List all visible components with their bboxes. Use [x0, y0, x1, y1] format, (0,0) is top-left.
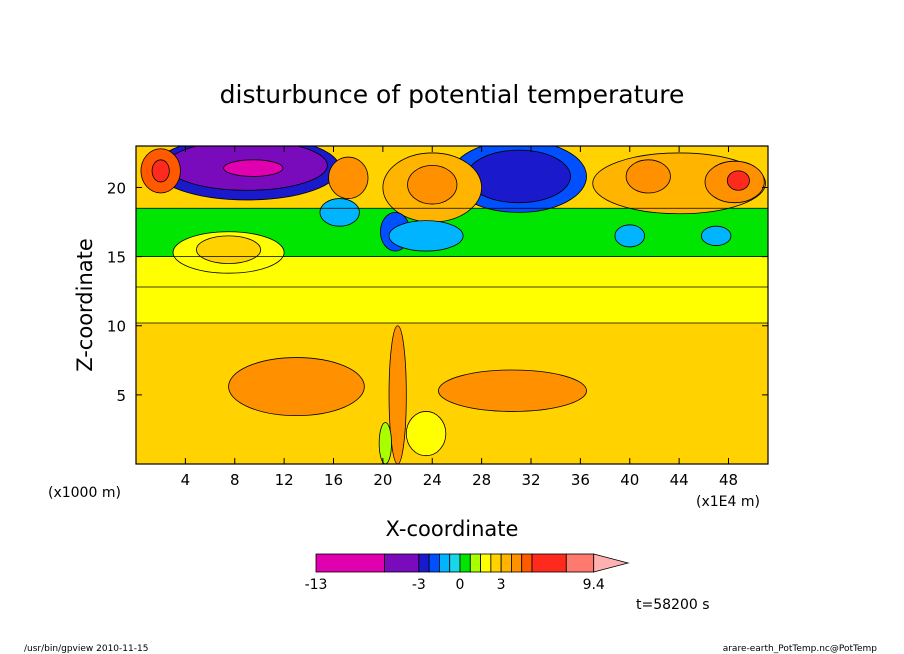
x-axis-label: X-coordinate [386, 517, 519, 541]
contour-region-10 [625, 159, 671, 194]
contour-region-25 [378, 422, 392, 464]
timestamp-label: t=58200 s [636, 597, 710, 613]
colorbar-tick-labels: -13 -3 0 3 9.4 [305, 577, 605, 593]
colorbar-label-0: 0 [456, 577, 465, 593]
colorbar-cell-7 [469, 553, 481, 573]
x-tick-label-32: 32 [521, 471, 540, 489]
contour-region-17 [614, 224, 645, 248]
colorbar-cell-3 [428, 553, 440, 573]
contour-region-13 [328, 156, 369, 199]
contour-region-15 [388, 220, 464, 252]
x-tick-label-8: 8 [230, 471, 240, 489]
colorbar-cell-9 [490, 553, 502, 573]
colorbar-cell-13 [531, 553, 567, 573]
x-tick-label-12: 12 [275, 471, 294, 489]
contour-region-16 [319, 198, 360, 227]
contour-region-9 [726, 170, 750, 191]
x-tick-label-36: 36 [571, 471, 590, 489]
contour-region-2 [223, 159, 284, 177]
y-tick-label-15: 15 [107, 249, 126, 267]
y-axis-ticks: 5 10 15 20 [107, 179, 768, 405]
colorbar-label-3: 3 [497, 577, 506, 593]
x-tick-label-44: 44 [670, 471, 689, 489]
plot-frame [135, 145, 769, 465]
y-tick-label-20: 20 [107, 179, 126, 197]
colorbar-cell-2 [418, 553, 430, 573]
y-tick-label-5: 5 [116, 387, 126, 405]
footer-right: arare-earth_PotTemp.nc@PotTemp [723, 644, 878, 654]
contour-field [136, 146, 768, 464]
colorbar-label--13: -13 [305, 577, 328, 593]
colorbar-cell-10 [500, 553, 512, 573]
x-tick-label-4: 4 [181, 471, 191, 489]
colorbar-cell-0 [315, 553, 385, 573]
x-tick-label-16: 16 [324, 471, 343, 489]
x-unit-right: (x1E4 m) [696, 494, 760, 510]
x-tick-label-24: 24 [423, 471, 442, 489]
colorbar-cell-12 [521, 553, 533, 573]
x-tick-label-20: 20 [373, 471, 392, 489]
field-band-1 [136, 287, 768, 323]
contour-region-12 [407, 164, 458, 205]
colorbar-cell-4 [439, 553, 451, 573]
colorbar-label-9.4: 9.4 [583, 577, 605, 593]
x-axis-ticks: 4 8 12 16 20 24 28 32 36 40 44 48 [181, 146, 738, 489]
colorbar-cell-1 [384, 553, 420, 573]
contour-region-21 [228, 357, 365, 417]
contour-region-18 [700, 225, 732, 246]
x-tick-label-28: 28 [472, 471, 491, 489]
colorbar-cell-14 [565, 553, 595, 573]
contour-region-24 [405, 411, 447, 457]
colorbar-cell-8 [480, 553, 492, 573]
footer-left: /usr/bin/gpview 2010-11-15 [24, 644, 148, 654]
y-axis-label: Z-coordinate [73, 238, 97, 372]
colorbar-arrow [593, 553, 630, 573]
colorbar [315, 553, 630, 573]
contour-region-6 [151, 159, 170, 183]
contour-region-23 [388, 325, 407, 464]
contour-region-22 [438, 369, 587, 412]
x-unit-left: (x1000 m) [48, 485, 121, 501]
contour-region-20 [196, 235, 262, 264]
x-tick-label-48: 48 [719, 471, 738, 489]
y-tick-label-10: 10 [107, 318, 126, 336]
x-tick-label-40: 40 [620, 471, 639, 489]
contour-region-4 [466, 149, 571, 204]
colorbar-cell-6 [459, 553, 471, 573]
chart-title: disturbunce of potential temperature [220, 80, 685, 109]
colorbar-cell-11 [511, 553, 523, 573]
colorbar-label--3: -3 [412, 577, 426, 593]
colorbar-cell-5 [449, 553, 461, 573]
